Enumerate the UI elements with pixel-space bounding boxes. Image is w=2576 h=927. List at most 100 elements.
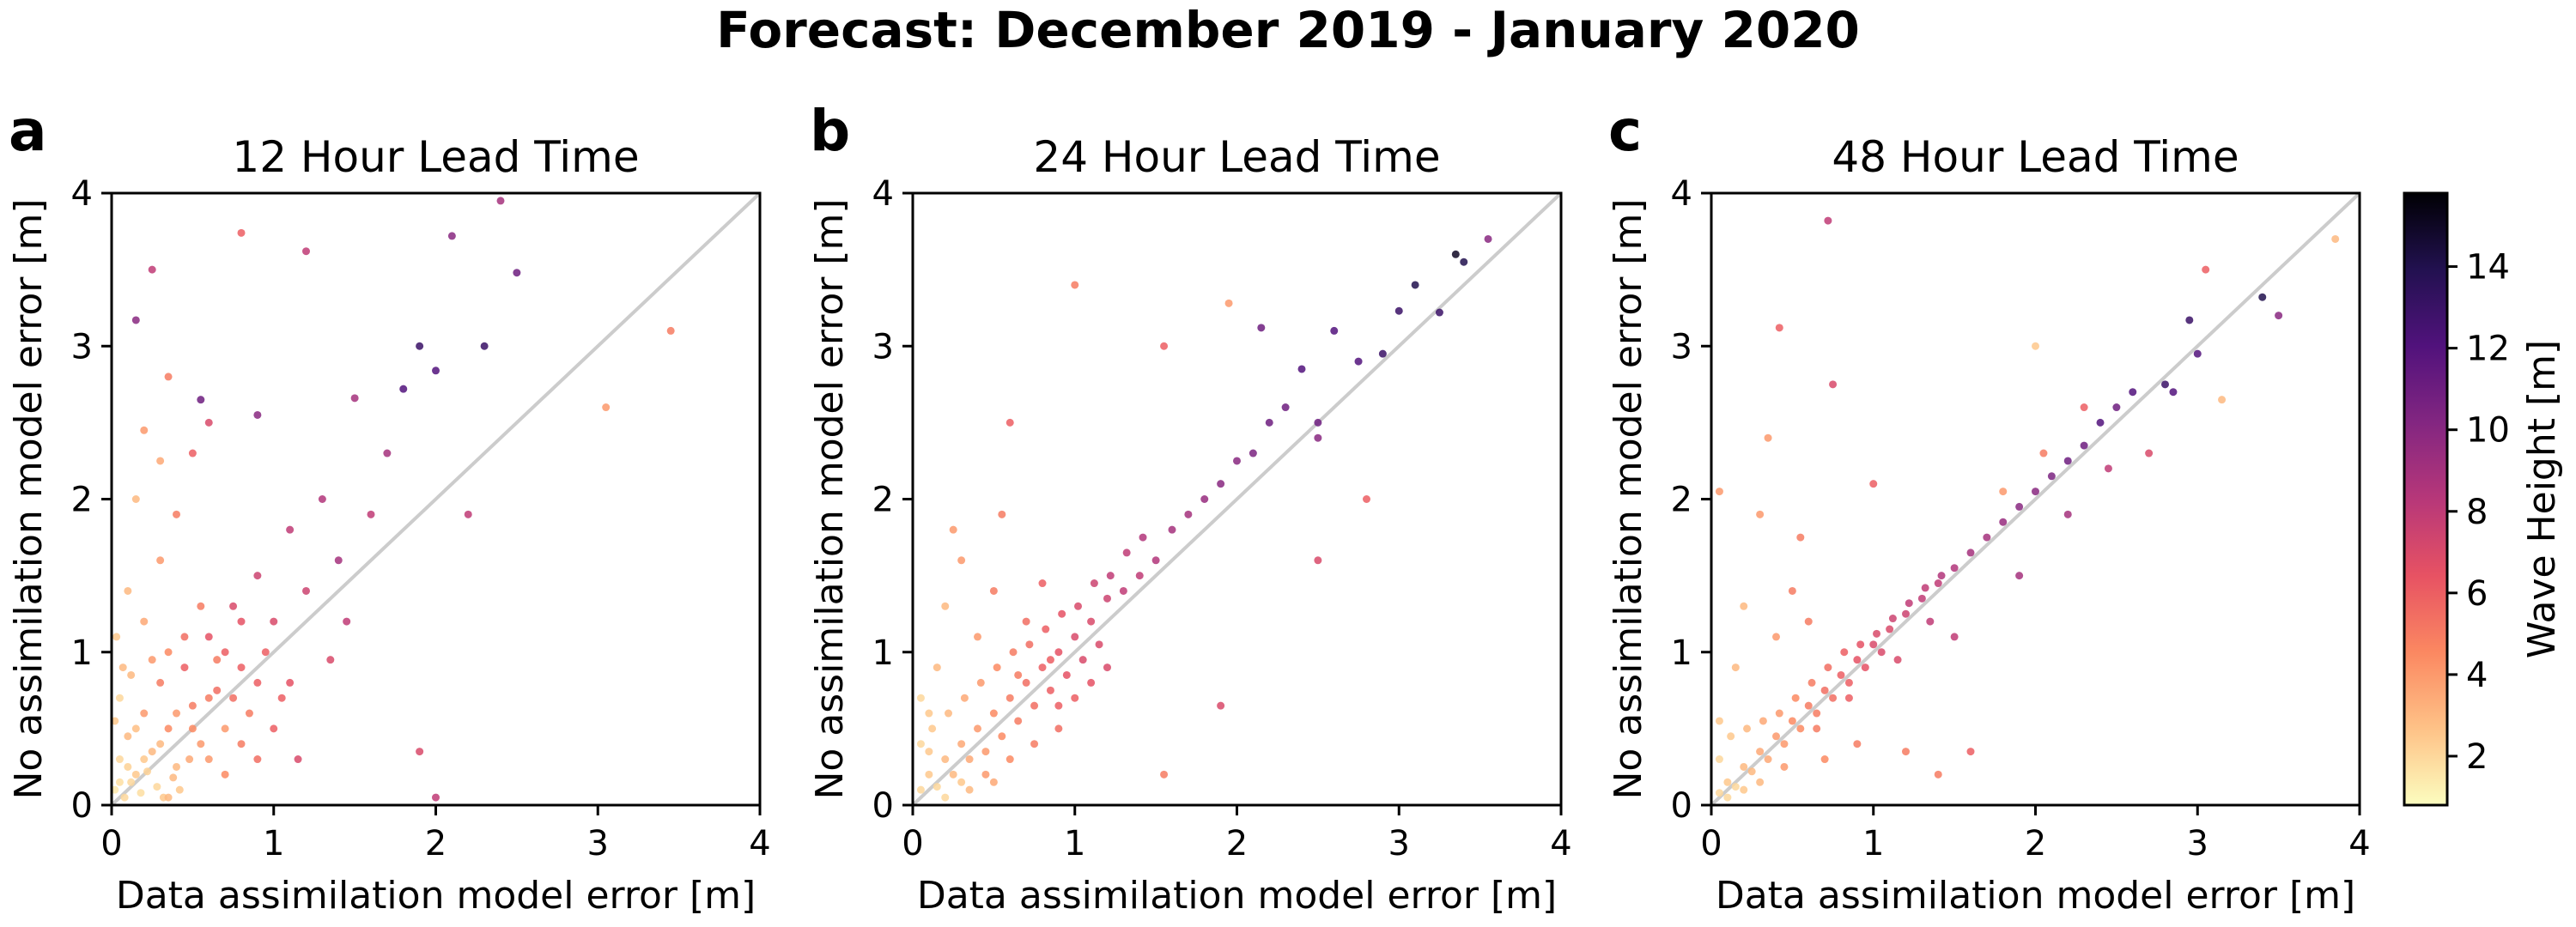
scatter-point xyxy=(1869,480,1878,488)
scatter-point xyxy=(127,778,136,786)
x-tick-label: 3 xyxy=(587,824,609,863)
scatter-point xyxy=(1837,670,1845,679)
scatter-point xyxy=(981,770,990,779)
scatter-point xyxy=(1934,579,1942,588)
scatter-point xyxy=(188,449,197,457)
scatter-point xyxy=(965,755,974,764)
scatter-point xyxy=(1950,633,1959,641)
y-tick-label: 2 xyxy=(1671,481,1692,520)
scatter-point xyxy=(112,633,121,641)
colorbar-tick-label: 2 xyxy=(2466,737,2488,777)
scatter-point xyxy=(169,773,178,782)
panel-letter: a xyxy=(9,98,47,164)
scatter-point xyxy=(1087,678,1096,687)
scatter-point xyxy=(513,269,521,277)
scatter-point xyxy=(1224,299,1233,307)
scatter-point xyxy=(916,694,925,702)
scatter-point xyxy=(949,770,957,779)
scatter-point xyxy=(1071,633,1079,641)
scatter-point xyxy=(286,525,295,534)
colorbar-tick-label: 12 xyxy=(2466,330,2510,369)
panel-b: 0 1 2 3 4 0 1 2 3 4 24 Hour Lead Time b Data assimil… xyxy=(808,98,1572,918)
scatter-point xyxy=(1354,357,1363,366)
scatter-point xyxy=(164,793,173,802)
scatter-point xyxy=(350,394,359,403)
scatter-point xyxy=(432,367,440,375)
scatter-point xyxy=(1780,740,1789,748)
scatter-point xyxy=(1281,403,1290,412)
scatter-point xyxy=(1813,724,1821,733)
scatter-point xyxy=(976,678,985,687)
scatter-point xyxy=(1025,640,1034,649)
scatter-point xyxy=(1122,548,1131,557)
scatter-point xyxy=(1233,457,1241,465)
scatter-point xyxy=(1902,748,1910,756)
y-tick-label: 3 xyxy=(872,327,894,367)
scatter-point xyxy=(1764,433,1772,442)
scatter-point xyxy=(112,717,119,725)
y-tick-label: 3 xyxy=(71,327,93,367)
y-tick-label: 0 xyxy=(872,786,894,826)
scatter-point xyxy=(2129,388,2137,397)
scatter-point xyxy=(2080,441,2088,450)
scatter-point xyxy=(1856,640,1865,649)
y-tick-label: 4 xyxy=(872,174,894,214)
panel-title: 24 Hour Lead Time xyxy=(1033,132,1440,182)
scatter-point xyxy=(1046,656,1054,664)
y-tick-label: 1 xyxy=(1671,633,1692,673)
scatter-point xyxy=(1824,663,1832,672)
scatter-point xyxy=(1715,717,1723,725)
scatter-point xyxy=(1869,640,1878,649)
scatter-point xyxy=(140,617,149,626)
scatter-point xyxy=(1893,656,1902,664)
scatter-point xyxy=(1764,755,1772,764)
scatter-point xyxy=(2039,449,2048,457)
scatter-point xyxy=(137,789,145,797)
scatter-point xyxy=(1873,629,1881,638)
scatter-point xyxy=(1853,656,1862,664)
panel-letter: b xyxy=(810,98,850,164)
scatter-point xyxy=(1966,548,1975,557)
scatter-point xyxy=(1062,670,1071,679)
scatter-point xyxy=(148,265,156,274)
scatter-point xyxy=(1756,778,1765,786)
scatter-point xyxy=(945,709,953,718)
scatter-point xyxy=(112,785,119,794)
x-tick-label: 3 xyxy=(2187,824,2208,863)
scatter-point xyxy=(1022,617,1030,626)
scatter-point xyxy=(1804,617,1813,626)
scatter-point xyxy=(1788,586,1796,595)
scatter-point xyxy=(180,663,189,672)
scatter-point xyxy=(1071,281,1079,289)
scatter-point xyxy=(1330,326,1339,335)
scatter-point xyxy=(1135,572,1144,580)
scatter-point xyxy=(213,686,222,694)
scatter-point xyxy=(1840,648,1849,657)
scatter-point xyxy=(237,663,246,672)
x-tick-label: 2 xyxy=(1226,824,1248,863)
scatter-point xyxy=(204,633,213,641)
scatter-point xyxy=(131,770,140,779)
scatter-point xyxy=(131,724,140,733)
identity-line xyxy=(1710,191,2361,807)
scatter-point xyxy=(334,556,343,565)
scatter-point xyxy=(253,755,262,764)
scatter-point xyxy=(120,793,129,802)
scatter-point xyxy=(173,762,180,771)
scatter-point xyxy=(115,778,124,786)
scatter-point xyxy=(1030,740,1039,748)
scatter-point xyxy=(1813,709,1821,718)
scatter-point xyxy=(253,410,262,419)
panel-c: 0 1 2 3 4 0 1 2 3 4 48 Hour Lead Time c Data assimil… xyxy=(1607,98,2371,918)
scatter-point xyxy=(156,556,165,565)
y-tick-label: 4 xyxy=(71,174,93,214)
scatter-point xyxy=(140,709,149,718)
scatter-point xyxy=(1723,778,1732,786)
scatter-point xyxy=(164,648,173,657)
scatter-point xyxy=(127,670,136,679)
scatter-point xyxy=(383,449,392,457)
scatter-point xyxy=(957,740,966,748)
scatter-point xyxy=(213,656,222,664)
scatter-point xyxy=(1139,533,1147,542)
